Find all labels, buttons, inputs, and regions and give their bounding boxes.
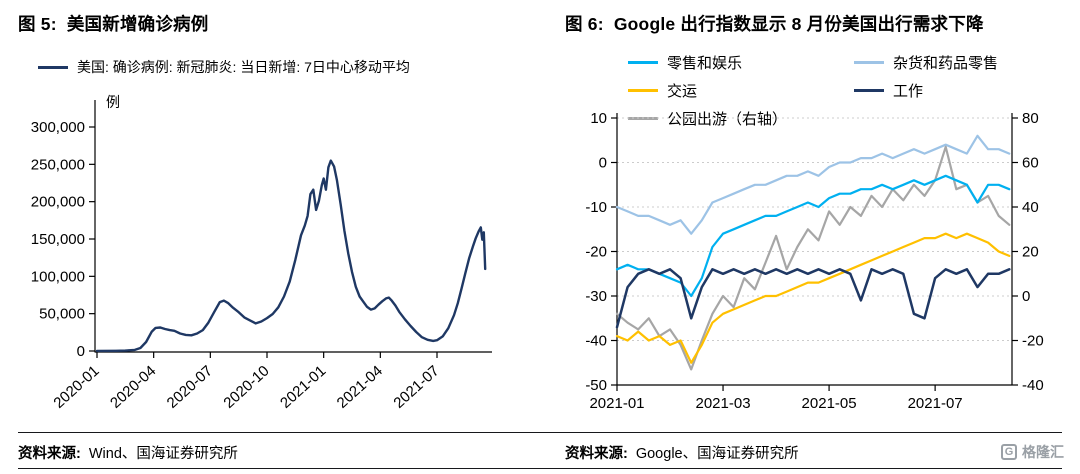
fig6-panel: 图 6: Google 出行指数显示 8 月份美国出行需求下降 零售和娱乐 杂货… — [540, 0, 1080, 432]
transit-line-swatch — [628, 89, 658, 92]
series-line — [95, 159, 487, 353]
series-line — [615, 134, 1011, 235]
work-label: 工作 — [893, 83, 924, 100]
grocery-pharmacy-label: 杂货和药品零售 — [893, 55, 999, 72]
fig5-source-text: Wind、国海证券研究所 — [88, 446, 238, 462]
work-line-swatch — [854, 89, 884, 92]
gelonghui-logo-icon: G — [1001, 444, 1017, 460]
y-tick-label: 300,000 — [31, 119, 85, 136]
left-y-tick-label: -40 — [585, 333, 607, 350]
left-y-tick-label: -20 — [585, 244, 607, 261]
footer-divider-top — [18, 432, 1062, 433]
y-axis-unit-label: 例 — [106, 94, 120, 110]
fig6-source: 资料来源: Google、国海证券研究所 — [565, 442, 799, 463]
left-y-tick-label: -30 — [585, 288, 607, 305]
x-tick-label: 2021-01 — [277, 362, 329, 411]
y-tick-label: 150,000 — [31, 231, 85, 248]
x-tick-label: 2021-05 — [802, 395, 857, 412]
legend-item-retail-entertainment: 零售和娱乐 — [628, 52, 854, 73]
fig5-legend-label: 美国: 确诊病例: 新冠肺炎: 当日新增: 7日中心移动平均 — [77, 59, 410, 75]
series-line — [615, 145, 1011, 371]
x-tick-label: 2021-07 — [390, 362, 442, 411]
fig6-chart: 10 0 -10 -20 -30 -40 -50 80 60 40 20 0 -20 -40 2021-01… — [585, 110, 1044, 412]
x-tick-label: 2021-01 — [589, 395, 644, 412]
y-tick-label: 0 — [77, 343, 85, 360]
fig5-chart: 0 50,000 100,000 150,000 200,000 250,000 300,0… — [31, 94, 492, 412]
left-y-tick-label: 10 — [590, 110, 607, 127]
parks-label: 公园出游（右轴） — [667, 111, 788, 128]
right-y-tick-label: -20 — [1022, 333, 1044, 350]
retail-entertainment-label: 零售和娱乐 — [667, 55, 743, 72]
fig5-source-label: 资料来源: — [18, 446, 81, 462]
transit-label: 交运 — [667, 83, 698, 100]
fig5-legend-line-swatch — [38, 65, 68, 69]
left-y-tick-label: -10 — [585, 199, 607, 216]
fig5-title: 图 5: 美国新增确诊病例 — [18, 14, 209, 34]
fig6-source-text: Google、国海证券研究所 — [635, 446, 799, 462]
y-tick-label: 250,000 — [31, 156, 85, 173]
right-y-tick-label: 60 — [1022, 155, 1039, 172]
right-y-tick-label: 0 — [1022, 288, 1030, 305]
left-y-tick-label: 0 — [599, 155, 607, 172]
y-tick-label: 50,000 — [39, 306, 85, 323]
gelonghui-logo-text: 格隆汇 — [1022, 444, 1064, 460]
x-tick-label: 2020-04 — [107, 362, 159, 411]
right-y-tick-label: 20 — [1022, 244, 1039, 261]
fig6-source-label: 资料来源: — [565, 446, 628, 462]
right-y-tick-label: -40 — [1022, 377, 1044, 394]
series-line — [615, 268, 1011, 329]
x-tick-label: 2020-10 — [220, 362, 272, 411]
fig6-legend: 零售和娱乐 杂货和药品零售 交运 工作 公园出游（右轴） — [628, 52, 1058, 129]
legend-item-grocery-pharmacy: 杂货和药品零售 — [854, 52, 1058, 73]
fig5-source: 资料来源: Wind、国海证券研究所 — [18, 442, 238, 463]
fig6-title: 图 6: Google 出行指数显示 8 月份美国出行需求下降 — [565, 14, 984, 34]
x-tick-label: 2021-03 — [696, 395, 751, 412]
legend-item-work: 工作 — [854, 80, 1058, 101]
right-y-tick-label: 40 — [1022, 199, 1039, 216]
fig5-panel: 图 5: 美国新增确诊病例 美国: 确诊病例: 新冠肺炎: 当日新增: 7日中心… — [0, 0, 540, 432]
x-tick-label: 2021-07 — [908, 395, 963, 412]
retail-entertainment-line-swatch — [628, 61, 658, 64]
legend-item-transit: 交运 — [628, 80, 854, 101]
x-tick-label: 2021-04 — [334, 362, 386, 411]
right-y-tick-label: 80 — [1022, 110, 1039, 127]
series-line — [615, 232, 1011, 364]
grocery-pharmacy-line-swatch — [854, 61, 884, 64]
left-y-tick-label: -50 — [585, 377, 607, 394]
y-tick-label: 200,000 — [31, 194, 85, 211]
x-tick-label: 2020-01 — [50, 362, 102, 411]
fig5-legend: 美国: 确诊病例: 新冠肺炎: 当日新增: 7日中心移动平均 — [38, 57, 410, 77]
gelonghui-logo: G 格隆汇 — [1001, 442, 1064, 462]
x-tick-label: 2020-07 — [164, 362, 216, 411]
y-tick-label: 100,000 — [31, 268, 85, 285]
footer-divider-bottom — [18, 468, 1062, 469]
